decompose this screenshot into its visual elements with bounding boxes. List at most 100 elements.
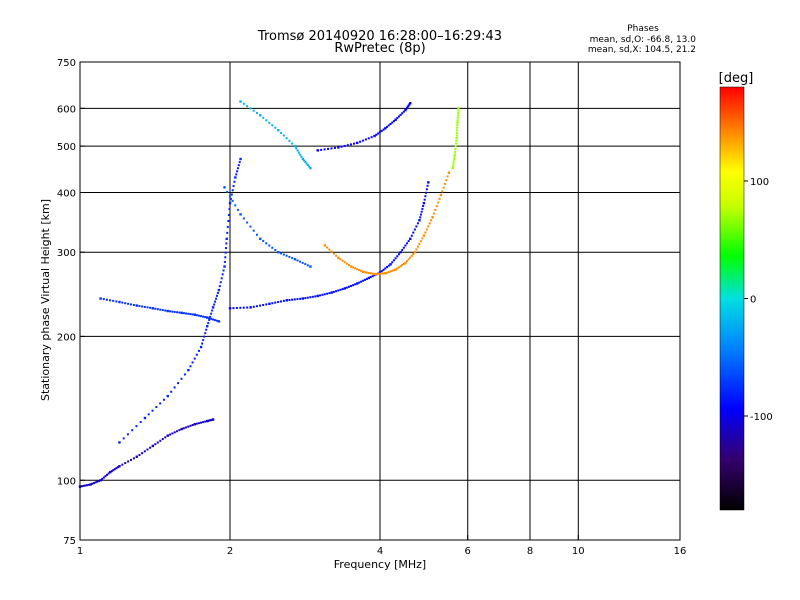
data-point bbox=[386, 271, 389, 274]
data-point bbox=[277, 128, 280, 132]
data-point bbox=[378, 272, 381, 275]
data-point bbox=[80, 485, 83, 488]
data-point bbox=[228, 208, 231, 211]
data-point bbox=[306, 164, 309, 167]
data-point bbox=[291, 142, 294, 145]
data-point bbox=[423, 198, 426, 201]
data-point bbox=[204, 420, 207, 423]
data-point bbox=[205, 328, 208, 331]
data-point bbox=[135, 455, 138, 458]
data-point bbox=[419, 240, 422, 243]
data-point bbox=[304, 297, 307, 300]
data-point bbox=[135, 304, 138, 307]
data-point bbox=[277, 251, 280, 254]
data-point bbox=[326, 292, 329, 295]
x-tick-label: 4 bbox=[377, 546, 383, 557]
data-point bbox=[343, 287, 347, 290]
data-point bbox=[371, 275, 374, 278]
data-point bbox=[358, 269, 361, 272]
data-point bbox=[439, 193, 443, 197]
data-point bbox=[102, 476, 105, 479]
data-point bbox=[455, 134, 458, 137]
data-point bbox=[419, 213, 422, 216]
data-point bbox=[323, 244, 327, 247]
data-point bbox=[236, 170, 239, 173]
data-point bbox=[231, 199, 234, 202]
data-point bbox=[229, 197, 232, 200]
phase-info-o: mean, sd,O: -66.8, 13.0 bbox=[590, 35, 697, 45]
data-point bbox=[225, 237, 228, 241]
data-point bbox=[155, 406, 158, 409]
data-point bbox=[451, 166, 455, 170]
data-point bbox=[349, 265, 353, 268]
data-point bbox=[271, 124, 274, 127]
data-point bbox=[230, 193, 233, 196]
data-point bbox=[306, 296, 309, 299]
data-point bbox=[407, 258, 410, 261]
data-point bbox=[220, 277, 223, 280]
data-point bbox=[271, 246, 274, 249]
data-point bbox=[154, 307, 157, 310]
data-point bbox=[227, 214, 230, 217]
data-point bbox=[453, 153, 456, 156]
data-point bbox=[422, 204, 425, 207]
data-point bbox=[211, 306, 215, 309]
data-point bbox=[191, 313, 194, 316]
data-point bbox=[438, 197, 441, 200]
data-point bbox=[328, 248, 331, 251]
data-point bbox=[354, 283, 357, 286]
data-point bbox=[320, 148, 323, 151]
data-point bbox=[102, 298, 105, 301]
data-point bbox=[421, 237, 424, 240]
data-point bbox=[454, 145, 457, 148]
data-point bbox=[156, 441, 159, 444]
data-point bbox=[296, 149, 299, 152]
data-point bbox=[397, 266, 400, 269]
data-point bbox=[455, 142, 458, 145]
data-point bbox=[367, 271, 370, 274]
data-point bbox=[193, 423, 197, 426]
data-point bbox=[387, 124, 390, 127]
y-tick-label: 75 bbox=[63, 536, 76, 547]
data-point bbox=[210, 312, 213, 315]
data-point bbox=[350, 284, 353, 287]
data-point bbox=[226, 225, 229, 228]
data-point bbox=[180, 377, 183, 380]
y-tick-label: 100 bbox=[57, 476, 76, 487]
data-point bbox=[288, 139, 291, 142]
data-point bbox=[369, 272, 372, 275]
data-point bbox=[255, 233, 258, 236]
data-point bbox=[110, 470, 113, 473]
data-point bbox=[282, 134, 285, 137]
data-point bbox=[252, 305, 255, 308]
data-point bbox=[382, 128, 385, 131]
data-point bbox=[252, 229, 255, 232]
x-tick-label: 16 bbox=[674, 546, 687, 557]
data-point bbox=[209, 315, 212, 318]
data-point bbox=[299, 297, 302, 300]
data-point bbox=[235, 173, 238, 176]
data-point bbox=[112, 469, 115, 472]
data-point bbox=[231, 189, 234, 192]
data-point bbox=[391, 121, 394, 124]
data-point bbox=[457, 109, 460, 112]
data-point bbox=[246, 105, 249, 108]
data-point bbox=[454, 148, 457, 151]
data-point bbox=[233, 180, 236, 183]
data-point bbox=[232, 307, 235, 310]
data-point bbox=[453, 158, 456, 161]
data-point bbox=[202, 339, 205, 342]
data-point bbox=[217, 320, 221, 323]
y-axis-label: Stationary phase Virtual Height [km] bbox=[39, 199, 52, 401]
data-point bbox=[249, 225, 252, 228]
colorbar-tick-label: -100 bbox=[750, 412, 773, 423]
data-point bbox=[416, 245, 419, 248]
data-point bbox=[170, 390, 173, 393]
data-point bbox=[425, 191, 428, 194]
data-point bbox=[389, 263, 392, 266]
data-point bbox=[189, 365, 192, 368]
data-point bbox=[274, 126, 277, 129]
data-point bbox=[367, 276, 371, 280]
data-point bbox=[127, 460, 130, 463]
data-point bbox=[428, 222, 431, 225]
